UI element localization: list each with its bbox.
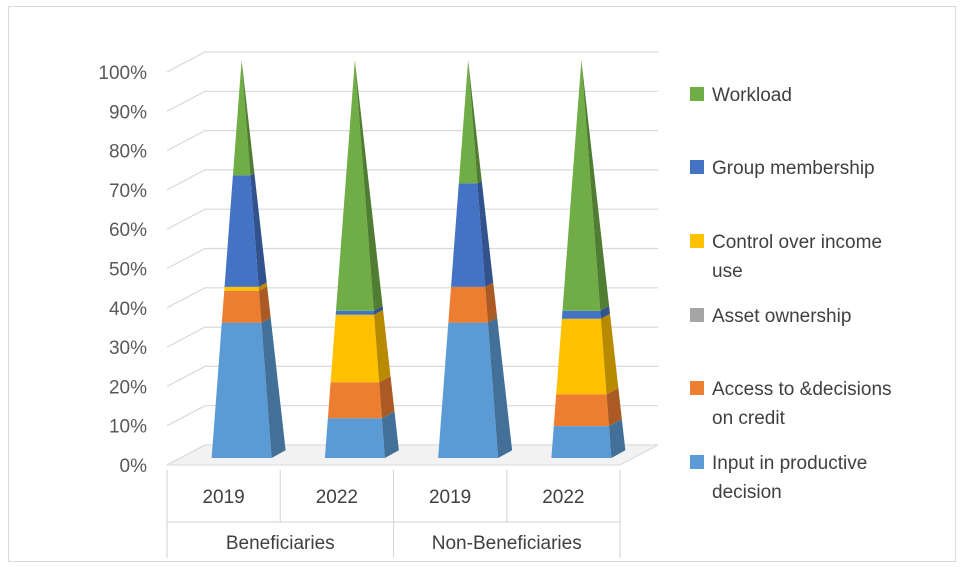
bar-segment	[224, 175, 259, 287]
bar-segment-side	[600, 305, 610, 319]
legend-swatch	[690, 234, 704, 248]
bar-segment-side	[487, 317, 513, 458]
floor-plane	[166, 444, 659, 466]
legend-swatch	[690, 381, 704, 395]
bar-segment-side	[468, 60, 482, 184]
legend-label: Workload	[712, 85, 792, 106]
bar-segment	[335, 60, 374, 311]
y-tick-label: 30%	[109, 338, 147, 359]
bar-segment-side	[374, 309, 391, 383]
legend-swatch	[690, 87, 704, 101]
gridline	[166, 130, 658, 152]
legend-item: Workload	[690, 85, 792, 106]
pyramid-bar	[551, 60, 626, 458]
bar-segment-side	[241, 60, 255, 176]
bar-segment	[211, 322, 272, 458]
bar-segment	[556, 318, 607, 395]
bar-segment-side	[354, 60, 383, 311]
bar-segment	[438, 322, 499, 458]
y-tick-label: 20%	[109, 377, 147, 398]
legend-swatch	[690, 455, 704, 469]
y-tick-label: 60%	[109, 220, 147, 241]
bar-segment	[330, 314, 380, 383]
y-tick-label: 100%	[98, 63, 147, 84]
gridline	[166, 208, 658, 230]
legend-label: Access to &decisions on credit	[712, 379, 892, 429]
legend-swatch	[690, 308, 704, 322]
legend-item: Asset ownership	[690, 306, 851, 327]
y-tick-label: 90%	[109, 102, 147, 123]
legend-item: Access to &decisions on credit	[690, 379, 892, 429]
bars	[211, 60, 626, 458]
y-tick-label: 70%	[109, 181, 147, 202]
bar-segment	[327, 382, 382, 419]
bar-segment	[448, 286, 488, 323]
x-group-label: Beneficiaries	[226, 533, 335, 554]
bar-segment	[451, 183, 486, 287]
bar-segment-side	[606, 387, 622, 427]
gridline	[166, 326, 658, 348]
y-axis-ticks: 0% 10% 20% 30% 40% 50% 60% 70% 80% 90% 100%	[98, 63, 147, 477]
y-tick-label: 80%	[109, 142, 147, 163]
x-group-label: Non-Beneficiaries	[432, 533, 582, 554]
gridline	[166, 247, 658, 270]
legend-label: Group membership	[712, 158, 875, 179]
pyramid-bar	[324, 60, 399, 458]
bar-segment-side	[600, 313, 619, 395]
bar-segment	[553, 394, 609, 427]
legend-label: Control over income use	[712, 232, 882, 282]
y-tick-label: 0%	[120, 456, 148, 477]
bar-segment	[324, 418, 385, 458]
bar-segment-side	[259, 286, 271, 323]
chart-floor	[166, 444, 659, 466]
gridline	[166, 90, 658, 112]
legend-label: Input in productive decision	[712, 453, 867, 503]
bar-segment-side	[373, 305, 384, 315]
legend: Workload Group membership Control over inc…	[690, 85, 892, 503]
bar-segment	[221, 290, 262, 323]
bar-segment	[335, 310, 375, 315]
legend-item: Control over income use	[690, 232, 882, 282]
legend-item: Input in productive decision	[690, 453, 867, 503]
gridline	[166, 287, 658, 309]
bar-segment-side	[261, 317, 286, 458]
bar-segment-side	[581, 60, 610, 311]
x-axis-categories: 2019 2022 2019 2022 Beneficiaries Non-Benefic…	[166, 470, 621, 558]
bar-segment	[458, 60, 478, 184]
bar-segment-side	[477, 180, 494, 287]
bar-segment-side	[485, 282, 498, 323]
bar-segment	[551, 426, 612, 458]
bar-segment	[561, 310, 601, 319]
gridline	[166, 365, 658, 387]
bar-segment-side	[258, 282, 268, 291]
bar-segment-side	[379, 376, 395, 419]
legend-label: Asset ownership	[712, 306, 851, 327]
x-category-label: 2019	[429, 487, 471, 508]
x-category-label: 2022	[316, 487, 358, 508]
y-tick-label: 40%	[109, 299, 147, 320]
bar-segment	[224, 286, 260, 291]
gridline	[166, 51, 658, 73]
bar-segment-side	[250, 173, 267, 287]
gridline	[166, 169, 658, 191]
x-category-label: 2019	[202, 487, 244, 508]
y-tick-label: 50%	[109, 260, 147, 281]
bar-segment-side	[381, 411, 399, 458]
pyramid-bar	[438, 60, 513, 458]
bar-segment-side	[608, 419, 626, 458]
y-tick-label: 10%	[109, 417, 147, 438]
pyramid-bar	[211, 60, 286, 458]
legend-item: Group membership	[690, 158, 875, 179]
legend-swatch	[690, 160, 704, 174]
bar-segment	[232, 60, 251, 176]
bar-segment	[562, 60, 601, 311]
x-category-label: 2022	[542, 487, 584, 508]
